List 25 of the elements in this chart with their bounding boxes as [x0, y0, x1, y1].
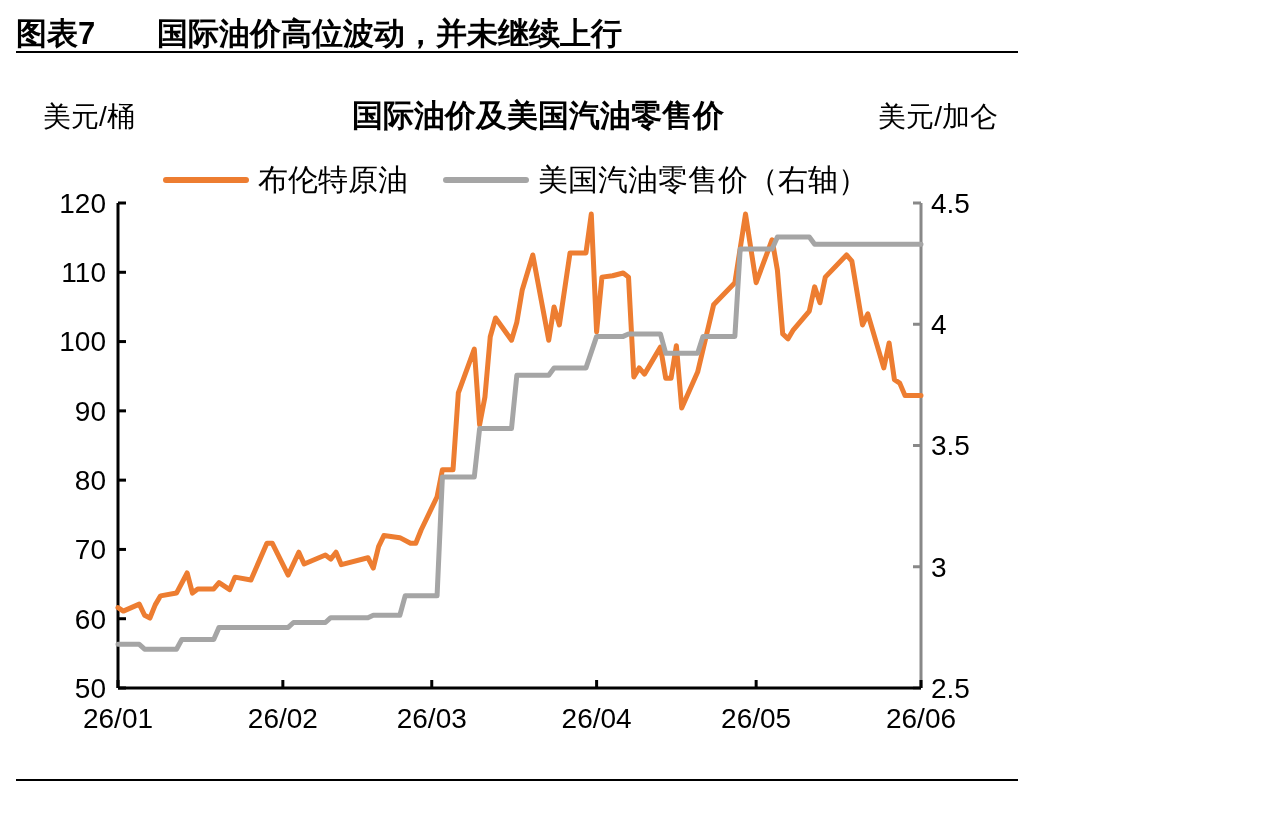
chart-title: 图表7 国际油价高位波动，并未继续上行: [16, 16, 623, 51]
legend-label: 布伦特原油: [258, 163, 408, 196]
y2-tick-label: 3.5: [931, 430, 970, 462]
y2-tick-label: 3: [931, 551, 947, 583]
y2-axis-title: 美元/加仑: [878, 101, 998, 132]
y2-tick-label: 4.5: [931, 187, 970, 219]
x-tick-label: 26/01: [82, 703, 154, 734]
y-tick-label: 70: [74, 534, 106, 566]
x-tick-label: 26/03: [396, 703, 467, 734]
x-tick-label: 26/02: [247, 703, 318, 734]
legend-label: 美国汽油零售价（右轴）: [538, 163, 868, 196]
x-tick-label: 26/04: [561, 703, 632, 734]
y-tick-label: 50: [74, 672, 106, 704]
x-tick-label: 26/05: [721, 703, 792, 734]
y2-tick-label: 4: [931, 309, 947, 341]
chart-subtitle: 国际油价及美国汽油零售价: [352, 98, 725, 133]
y-tick-label: 100: [59, 326, 106, 358]
y-tick-label: 80: [74, 464, 106, 496]
x-tick-label: 26/06: [885, 703, 957, 734]
y-axis-title: 美元/桶: [43, 101, 135, 132]
y-tick-label: 90: [74, 395, 106, 427]
y-tick-label: 60: [74, 603, 106, 635]
y-tick-label: 110: [61, 257, 106, 289]
y-tick-label: 120: [59, 187, 106, 219]
y2-tick-label: 2.5: [931, 672, 970, 704]
